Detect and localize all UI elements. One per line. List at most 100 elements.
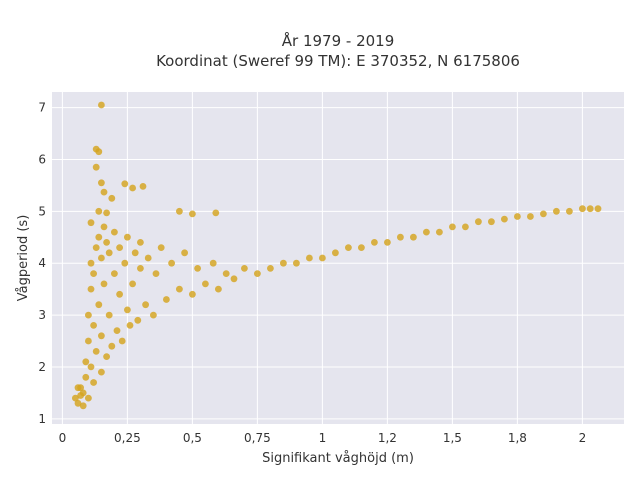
data-point (85, 337, 92, 345)
x-tick-label: 0,5 (183, 431, 202, 445)
data-point (553, 207, 560, 215)
data-point (100, 280, 108, 288)
data-point (194, 265, 202, 272)
y-tick-label: 3 (38, 308, 46, 322)
data-point (98, 254, 105, 262)
data-point (98, 332, 105, 340)
data-point (98, 101, 105, 109)
data-point (384, 239, 391, 246)
data-point (202, 280, 209, 288)
data-point (79, 402, 87, 410)
data-point (230, 275, 238, 283)
data-point (189, 290, 196, 298)
data-point (129, 184, 137, 192)
data-point (501, 215, 508, 223)
data-point (131, 249, 139, 257)
data-point (108, 342, 116, 350)
data-point (150, 311, 157, 319)
data-point (241, 265, 248, 272)
data-point (124, 306, 131, 314)
data-point (319, 254, 326, 262)
data-point (345, 244, 352, 252)
data-point (82, 373, 90, 381)
y-tick-label: 4 (38, 256, 46, 270)
x-axis-ticks: 0 0,25 0,5 0,75 1 1,2 1,5 1,8 2 (59, 431, 587, 445)
y-tick-label: 1 (38, 412, 46, 426)
data-point (90, 379, 97, 386)
data-point (212, 209, 220, 217)
data-point (137, 239, 144, 246)
x-tick-label: 1,5 (443, 431, 462, 445)
data-point (129, 280, 137, 288)
data-point (586, 205, 594, 213)
data-point (85, 394, 92, 402)
chart-title: År 1979 - 2019 (282, 31, 395, 50)
data-point (87, 285, 95, 293)
y-axis-title: Vågperiod (s) (16, 215, 31, 302)
data-point (594, 205, 602, 213)
data-point (79, 389, 87, 397)
data-point (540, 210, 547, 218)
x-tick-label: 0,25 (114, 431, 141, 445)
data-point (103, 239, 110, 246)
data-point (163, 296, 170, 303)
data-point (87, 259, 95, 267)
y-axis-ticks: 1 2 3 4 5 6 7 (38, 101, 46, 426)
data-point (95, 233, 103, 241)
data-point (92, 348, 100, 355)
data-point (152, 270, 160, 277)
data-point (90, 270, 97, 277)
data-point (566, 207, 573, 215)
data-point (116, 290, 123, 298)
data-point (209, 259, 217, 267)
data-point (410, 233, 417, 241)
data-point (72, 394, 79, 402)
x-tick-label: 2 (579, 431, 587, 445)
data-point (87, 363, 95, 371)
data-point (74, 399, 82, 407)
data-point (176, 207, 183, 215)
y-tick-label: 2 (38, 360, 46, 374)
data-point (139, 183, 147, 190)
x-tick-label: 1 (319, 431, 327, 445)
data-points (72, 101, 602, 410)
data-point (579, 205, 586, 213)
data-point (475, 218, 482, 226)
data-point (397, 233, 404, 241)
data-point (371, 239, 378, 246)
data-point (176, 285, 183, 293)
data-point (168, 259, 176, 267)
y-tick-label: 6 (38, 152, 46, 166)
data-point (462, 223, 469, 231)
data-point (100, 223, 108, 231)
data-point (118, 337, 126, 345)
data-point (514, 213, 521, 220)
y-tick-label: 5 (38, 204, 46, 218)
data-point (124, 233, 131, 241)
data-point (436, 228, 443, 236)
data-point (116, 244, 123, 252)
data-point (121, 259, 129, 267)
data-point (111, 228, 118, 236)
data-point (181, 249, 189, 257)
data-point (306, 254, 313, 262)
data-point (254, 270, 261, 277)
data-point (215, 285, 222, 293)
data-point (95, 207, 103, 215)
data-point (157, 244, 165, 252)
x-tick-label: 0,75 (244, 431, 271, 445)
data-point (527, 213, 534, 220)
data-point (87, 219, 95, 227)
x-tick-label: 1,2 (378, 431, 397, 445)
data-point (111, 270, 118, 277)
x-tick-label: 0 (59, 431, 67, 445)
data-point (280, 259, 287, 267)
x-axis-title: Signifikant våghöjd (m) (262, 451, 414, 466)
data-point (105, 249, 113, 257)
data-point (113, 327, 121, 334)
data-point (90, 322, 97, 329)
y-tick-label: 7 (38, 101, 46, 115)
data-point (144, 254, 152, 262)
data-point (423, 228, 430, 236)
data-point (85, 311, 92, 319)
